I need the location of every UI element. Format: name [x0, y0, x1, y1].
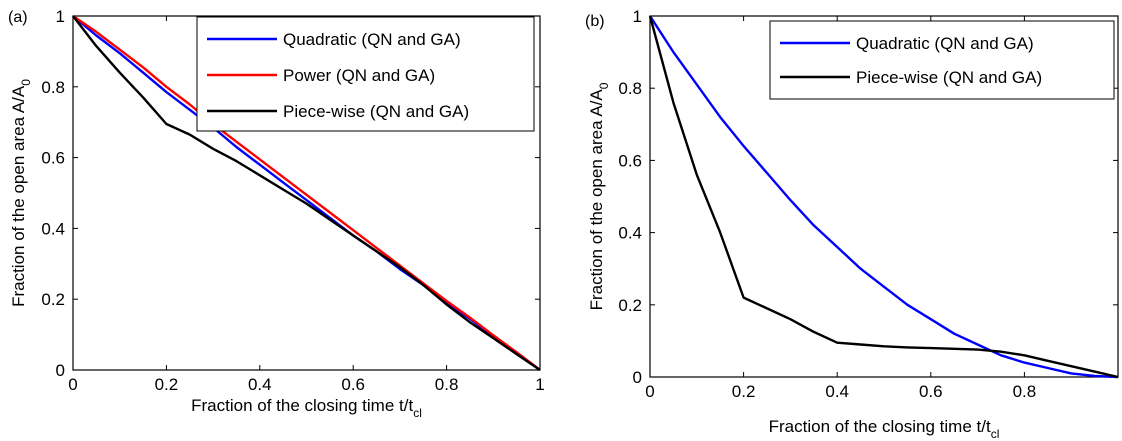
- chart-panel-b: 0 0.2 0.4 0.6 0.8 0 0.2 0.4 0.6 0.8 1 Quadratic (QN…: [585, 7, 1119, 441]
- panel-label: (b): [585, 13, 605, 30]
- legend-label: Piece-wise (QN and GA): [283, 102, 469, 121]
- legend-label: Quadratic (QN and GA): [856, 34, 1034, 53]
- panel-label: (a): [8, 9, 28, 26]
- legend-label: Quadratic (QN and GA): [283, 30, 461, 49]
- legend-label: Piece-wise (QN and GA): [856, 68, 1042, 87]
- y-tick-label: 0.6: [618, 151, 642, 170]
- y-tick-label: 0.8: [618, 79, 642, 98]
- legend-box: [769, 20, 1115, 100]
- legend: Quadratic (QN and GA) Piece-wise (QN and …: [769, 20, 1115, 100]
- x-tick-label: 0: [68, 375, 77, 394]
- series-line-piece-wise: [648, 15, 1119, 379]
- y-axis-label: Fraction of the open area A/A0: [9, 79, 33, 307]
- x-tick-label: 0.4: [248, 375, 272, 394]
- x-tick-label: 0.2: [155, 375, 179, 394]
- x-tick-label: 0.8: [1013, 382, 1037, 401]
- x-tick-label: 0.2: [732, 382, 756, 401]
- x-axis-label: Fraction of the closing time t/tcl: [191, 396, 422, 420]
- x-tick-label: 0: [645, 382, 654, 401]
- y-tick-label: 0: [633, 368, 642, 387]
- series-line-quadratic: [648, 15, 1119, 379]
- chart-panel-a: 0 0.2 0.4 0.6 0.8 1 0 0.2 0.4 0.6 0.8 1 Quadratic (Q…: [8, 7, 545, 420]
- y-tick-label: 0.4: [618, 224, 642, 243]
- y-tick-label: 0.2: [41, 290, 65, 309]
- legend-label: Power (QN and GA): [283, 66, 435, 85]
- x-tick-label: 1: [535, 375, 544, 394]
- legend: Quadratic (QN and GA) Power (QN and GA) Pi…: [196, 16, 535, 132]
- series-line-power: [72, 15, 541, 371]
- x-axis-label: Fraction of the closing time t/tcl: [769, 417, 1000, 441]
- axes-box: [649, 15, 1119, 378]
- y-tick-label: 0: [56, 361, 65, 380]
- y-tick-label: 0.8: [41, 78, 65, 97]
- y-tick-label: 0.2: [618, 296, 642, 315]
- x-tick-label: 0.4: [825, 382, 849, 401]
- y-tick-label: 1: [56, 7, 65, 26]
- x-tick-label: 0.8: [435, 375, 459, 394]
- y-axis-label: Fraction of the open area A/A0: [587, 82, 611, 310]
- x-tick-label: 0.6: [341, 375, 365, 394]
- x-tick-label: 0.6: [919, 382, 943, 401]
- series-line-piece-wise: [72, 15, 541, 371]
- axes-box: [72, 15, 541, 371]
- y-tick-label: 0.4: [41, 219, 65, 238]
- y-tick-label: 1: [633, 7, 642, 26]
- y-tick-label: 0.6: [41, 149, 65, 168]
